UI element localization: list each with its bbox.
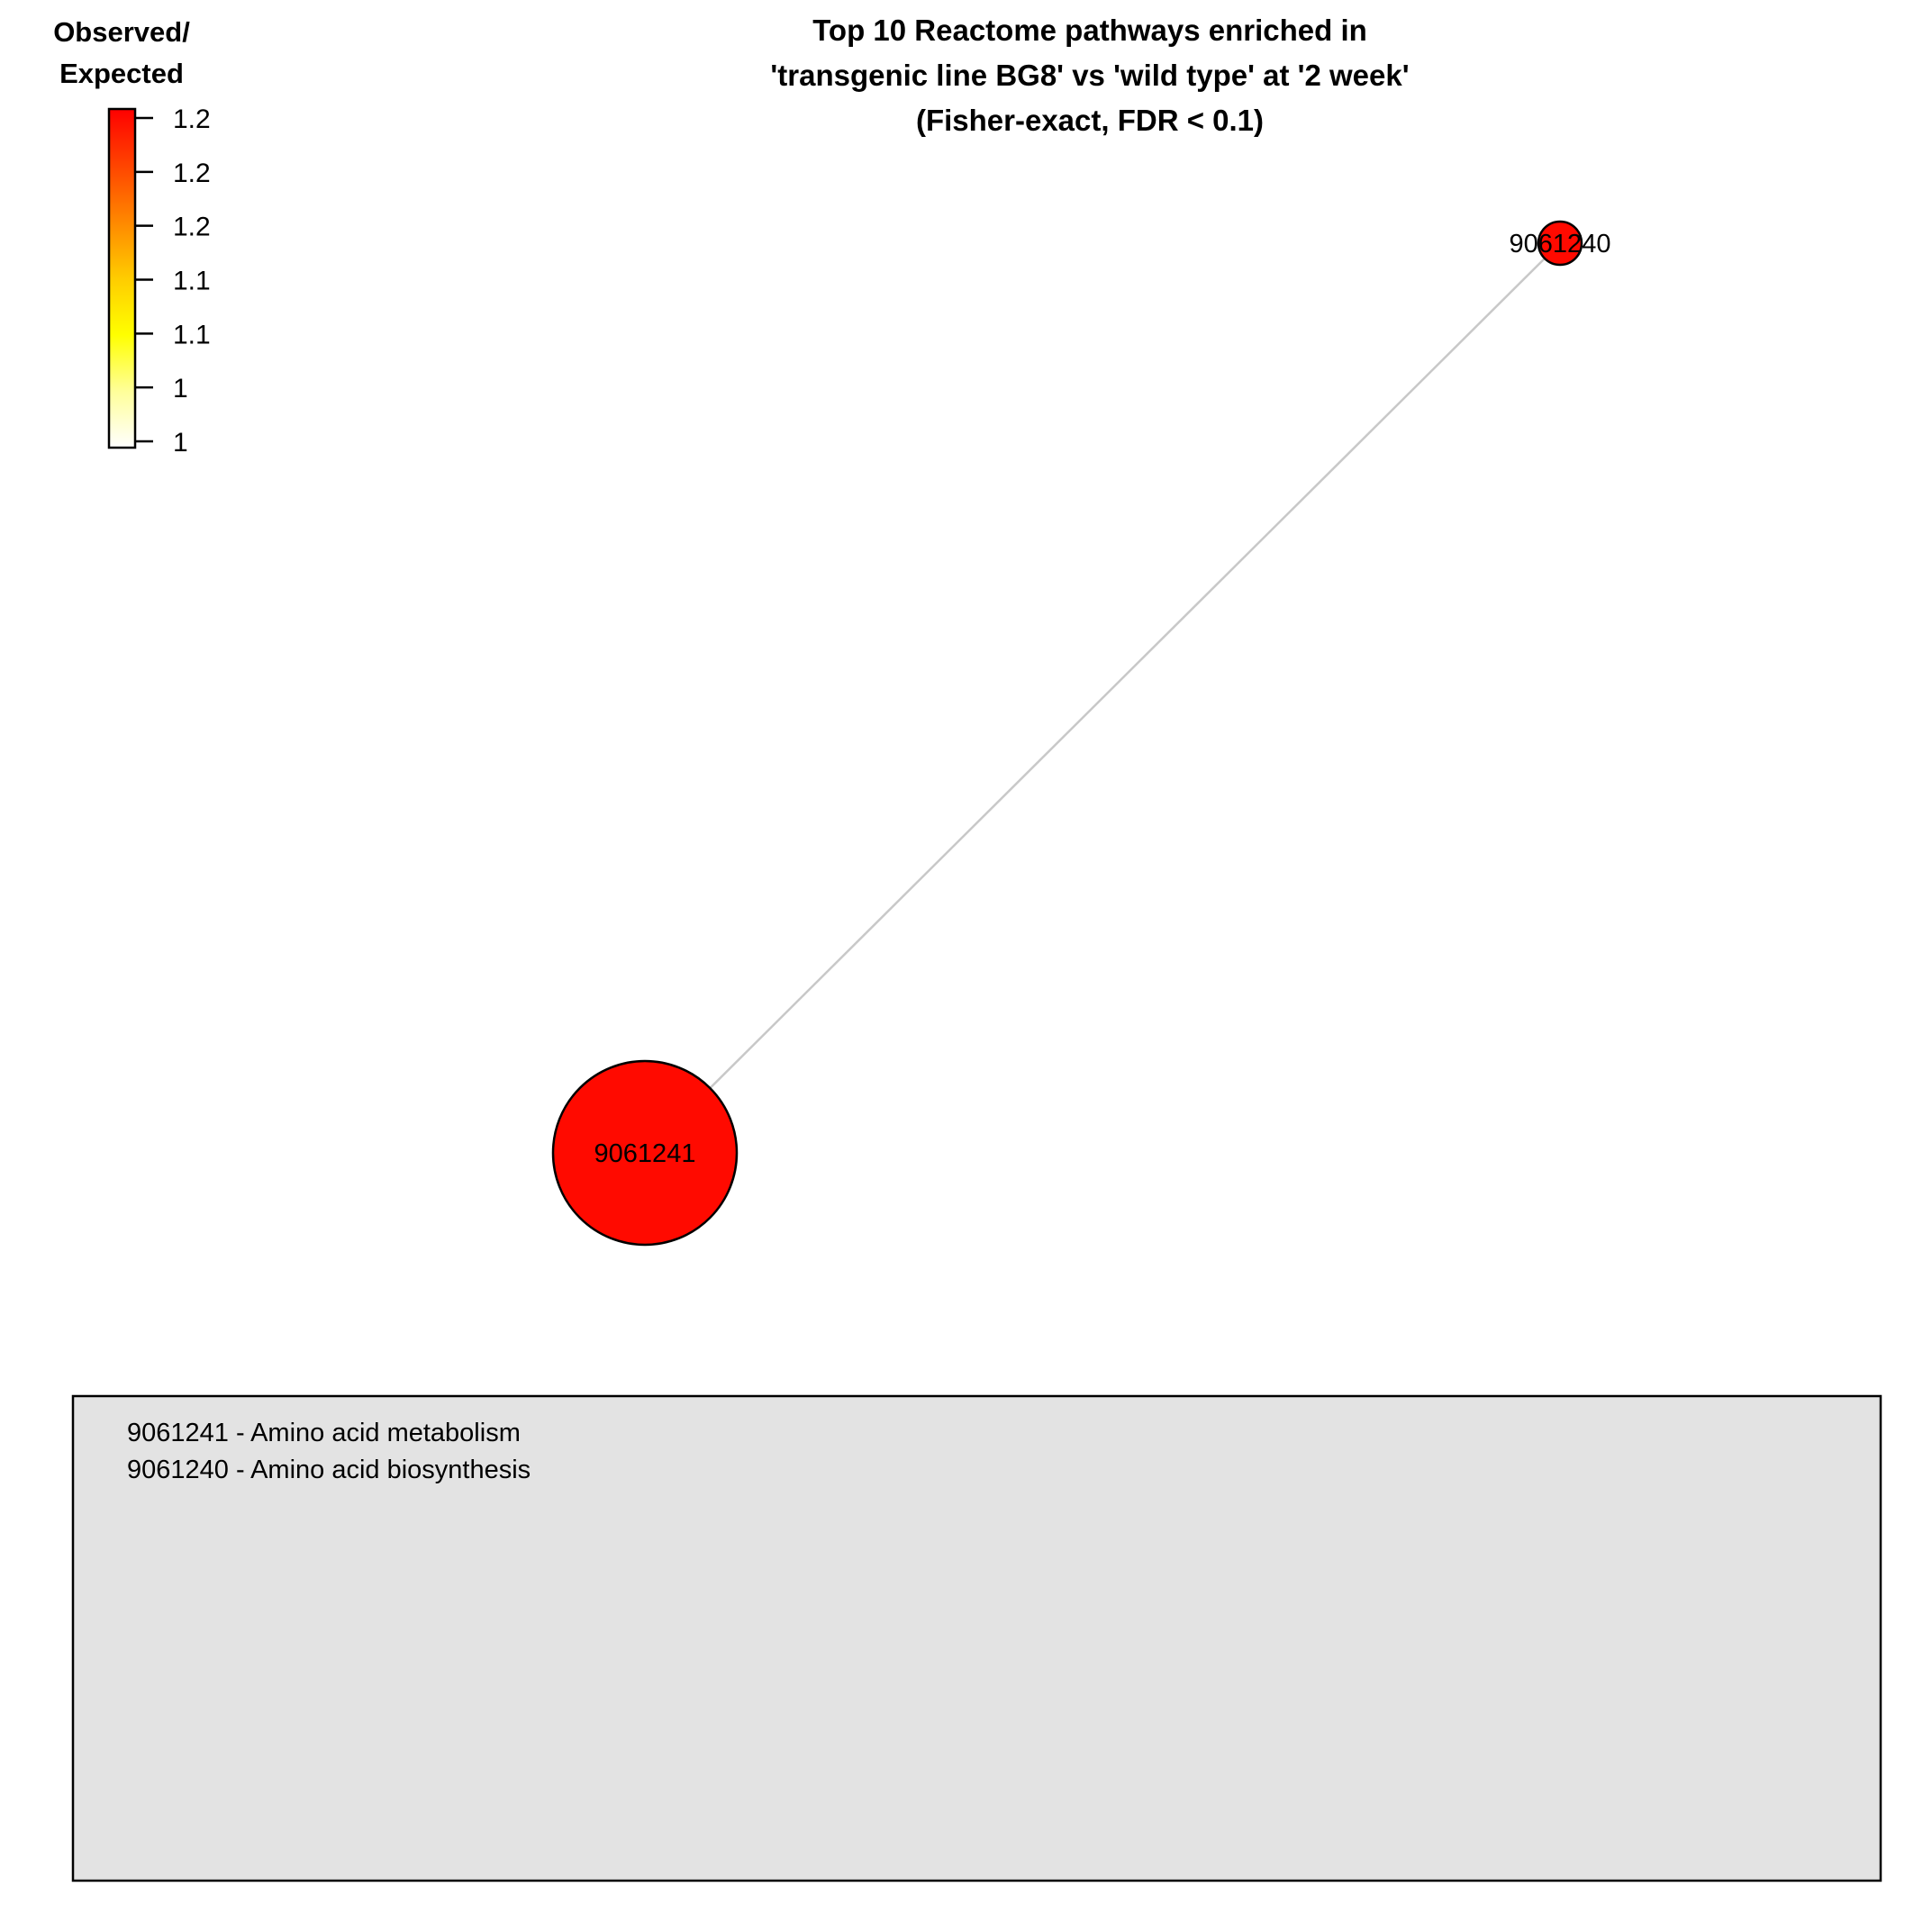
figure-title: Top 10 Reactome pathways enriched in 'tr…: [770, 14, 1409, 137]
colorbar-legend: Observed/ Expected 1.2 1.2 1.2 1.1 1.1 1 1: [53, 16, 211, 458]
colorbar-title-line-2: Expected: [59, 58, 184, 89]
colorbar-tick-label: 1: [173, 428, 188, 458]
title-line-3: (Fisher-exact, FDR < 0.1): [916, 104, 1264, 137]
colorbar-tick-label: 1.1: [173, 320, 211, 349]
edge-9061241-9061240: [644, 242, 1561, 1154]
colorbar-gradient: [107, 107, 137, 449]
key-box-background: [71, 1394, 1882, 1882]
node-label-9061240: 9061240: [1510, 230, 1611, 259]
colorbar-tick-label: 1: [173, 374, 188, 404]
colorbar-title-line-1: Observed/: [53, 16, 190, 48]
key-line-9061240: 9061240 - Amino acid biosynthesis: [127, 1456, 531, 1484]
pathway-key-box: 9061241 - Amino acid metabolism 9061240 …: [71, 1394, 1882, 1882]
node-9061240: [1537, 220, 1583, 267]
colorbar-tick-label: 1.2: [173, 159, 211, 188]
title-line-2: 'transgenic line BG8' vs 'wild type' at …: [770, 59, 1409, 92]
colorbar-ticks: 1.2 1.2 1.2 1.1 1.1 1 1: [135, 104, 211, 458]
colorbar-tick-label: 1.2: [173, 104, 211, 134]
colorbar-tick-label: 1.2: [173, 213, 211, 242]
network-graph: 9061241 9061240: [551, 220, 1611, 1247]
node-label-9061241: 9061241: [594, 1139, 696, 1168]
key-line-9061241: 9061241 - Amino acid metabolism: [127, 1419, 521, 1447]
title-line-1: Top 10 Reactome pathways enriched in: [812, 14, 1367, 47]
node-9061241: [551, 1059, 739, 1247]
colorbar-tick-label: 1.1: [173, 267, 211, 296]
